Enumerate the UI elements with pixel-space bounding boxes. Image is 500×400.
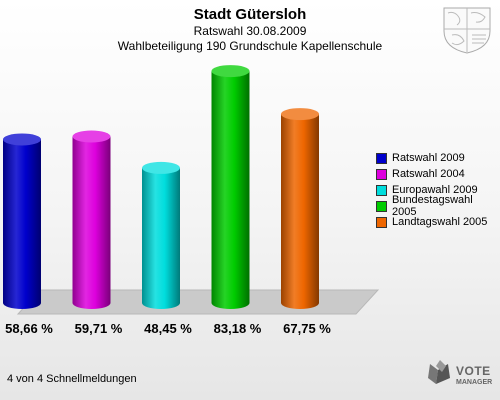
bar-4 bbox=[211, 65, 250, 309]
bar-3 bbox=[142, 161, 180, 309]
legend-item: Landtagswahl 2005 bbox=[376, 214, 500, 230]
chart-subtitle: Ratswahl 30.08.2009 bbox=[193, 24, 307, 38]
logo-text: VOTE bbox=[456, 364, 491, 378]
legend-swatch bbox=[376, 200, 387, 212]
chart-floor bbox=[16, 289, 380, 315]
legend-swatch bbox=[376, 152, 387, 164]
legend-swatch bbox=[376, 168, 387, 180]
legend-label: Ratswahl 2009 bbox=[392, 152, 465, 164]
legend-label: Landtagswahl 2005 bbox=[392, 216, 488, 228]
bar-2 bbox=[72, 130, 111, 309]
legend-item: Ratswahl 2004 bbox=[376, 166, 500, 182]
legend-label: Ratswahl 2004 bbox=[392, 168, 465, 180]
vote-manager-logo-icon bbox=[428, 360, 450, 384]
chart-legend: Ratswahl 2009 Ratswahl 2004 Europawahl 200… bbox=[376, 150, 500, 230]
chart-subtitle-2: Wahlbeteiligung 190 Grundschule Kapellen… bbox=[117, 39, 383, 53]
coat-of-arms-icon bbox=[443, 7, 491, 54]
legend-swatch bbox=[376, 184, 387, 196]
value-label-2: 59,71 % bbox=[75, 321, 123, 336]
value-label-1: 58,66 % bbox=[5, 321, 53, 336]
value-label-4: 83,18 % bbox=[214, 321, 262, 336]
legend-item: Europawahl 2009 bbox=[376, 182, 500, 198]
legend-label: Bundestagswahl 2005 bbox=[391, 194, 473, 218]
value-label-3: 48,45 % bbox=[144, 321, 192, 336]
legend-label: Europawahl 2009 bbox=[392, 184, 478, 196]
bar-5 bbox=[281, 108, 319, 309]
value-label-5: 67,75 % bbox=[283, 321, 331, 336]
legend-swatch bbox=[376, 216, 387, 228]
footer-text: 4 von 4 Schnellmeldungen bbox=[7, 373, 137, 385]
chart-title: Stadt Gütersloh bbox=[193, 6, 307, 23]
logo-subtext: MANAGER bbox=[456, 379, 493, 386]
legend-item: Ratswahl 2009 bbox=[376, 150, 500, 166]
bar-1 bbox=[3, 133, 41, 309]
legend-item: Bundestagswahl 2005 bbox=[376, 194, 500, 218]
